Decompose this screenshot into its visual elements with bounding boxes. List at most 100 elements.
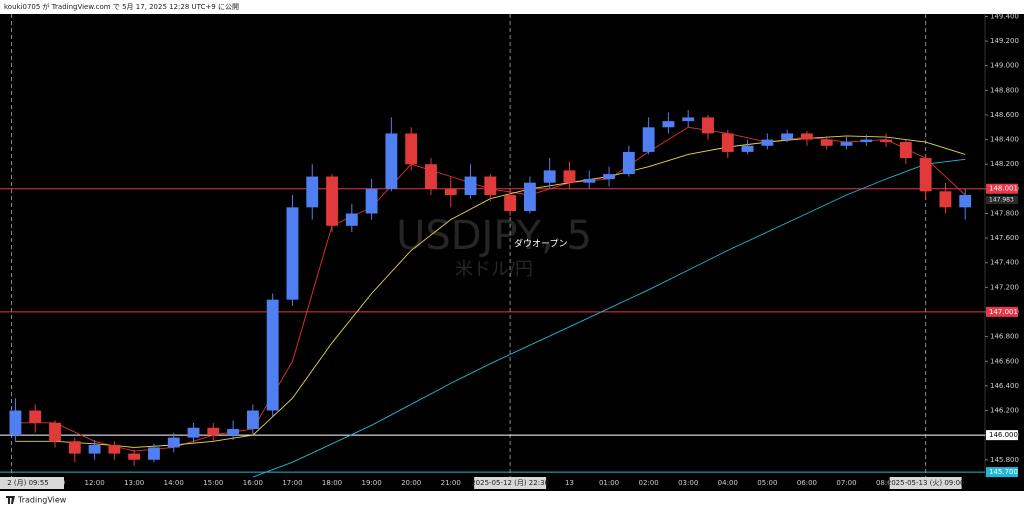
candle-body	[622, 151, 635, 175]
y-tick-label: 147.800	[990, 209, 1019, 217]
price-label-box	[986, 306, 1018, 317]
candle-body	[128, 453, 141, 460]
candle-body	[484, 176, 497, 196]
price-label-box	[986, 183, 1018, 194]
candle-body	[464, 176, 477, 196]
annotation: ダウオープン	[514, 238, 567, 250]
price-label-box	[986, 467, 1018, 478]
x-tick-label: 13	[565, 479, 574, 487]
candle-body	[9, 410, 22, 436]
y-tick-label: 146.400	[990, 382, 1019, 390]
x-tick-label: 21:00	[441, 479, 461, 487]
candle-body	[49, 422, 61, 442]
candle-body	[702, 117, 714, 134]
y-tick-label: 147.200	[990, 283, 1019, 291]
x-highlight-box	[474, 477, 547, 489]
candle-body	[266, 299, 279, 411]
candle-body	[365, 188, 378, 214]
footer-brand: TradingView	[17, 496, 67, 505]
x-tick-label: 19:00	[362, 479, 382, 487]
candle-body	[741, 145, 754, 152]
price-label: 147.001	[989, 308, 1018, 316]
candle-body	[662, 121, 675, 128]
candle-body	[781, 133, 794, 140]
y-tick-label: 148.600	[990, 111, 1019, 119]
y-tick-label: 145.800	[990, 456, 1019, 464]
y-tick-label: 146.600	[990, 357, 1019, 365]
candle-body	[405, 133, 418, 165]
candle-body	[68, 441, 81, 454]
candle-body	[543, 170, 556, 183]
price-label: 146.000	[989, 431, 1018, 439]
candle-body	[444, 188, 457, 196]
candle-body	[959, 195, 972, 208]
y-tick-label: 146.800	[990, 333, 1019, 341]
candle-body	[88, 444, 101, 454]
y-tick-label: 149.400	[990, 12, 1019, 20]
x-tick-label: 12:00	[84, 479, 104, 487]
x-tick-label: 03:00	[678, 479, 698, 487]
candle-body	[860, 139, 873, 143]
x-tick-label: 06:00	[797, 479, 817, 487]
current-price-box	[986, 195, 1018, 204]
candle-body	[899, 142, 912, 159]
candle-body	[108, 444, 121, 454]
x-tick-label: 07:00	[836, 479, 856, 487]
x-tick-label: 08:00	[876, 479, 896, 487]
candle-body	[148, 447, 160, 460]
price-label: 145.700	[989, 468, 1018, 476]
y-tick-label: 148.800	[990, 86, 1019, 94]
header-text: kouki0705 が TradingView.com で 5月 17, 202…	[4, 2, 239, 11]
x-highlight-box	[889, 477, 962, 489]
candle-body	[187, 427, 200, 438]
x-tick-label: 01:00	[599, 479, 619, 487]
candle-body	[820, 139, 833, 146]
x-highlight-label: 2025-05-13 (火) 09:00	[887, 479, 965, 487]
price-label-box	[986, 430, 1018, 441]
candle-body	[306, 176, 319, 208]
candle-body	[385, 133, 398, 189]
y-tick-label: 148.200	[990, 160, 1019, 168]
candle-body	[939, 191, 952, 208]
header-bar	[0, 0, 1024, 14]
x-tick-label: 13:00	[124, 479, 144, 487]
x-tick-label: 18:00	[322, 479, 342, 487]
candle-body	[504, 195, 517, 212]
x-tick-label: 05:00	[757, 479, 777, 487]
candle-body	[246, 410, 259, 429]
candle-body	[286, 207, 299, 300]
logo-icon	[6, 496, 15, 504]
y-tick-label: 149.200	[990, 37, 1019, 45]
current-price-label: 147.983	[989, 196, 1014, 203]
candle-body	[721, 133, 734, 152]
y-tick-label: 147.600	[990, 234, 1019, 242]
x-tick-label: 16:00	[243, 479, 263, 487]
y-tick-label: 146.200	[990, 407, 1019, 415]
watermark: USDJPY, 5	[396, 213, 592, 259]
y-tick-label: 148.400	[990, 136, 1019, 144]
candle-body	[919, 158, 932, 192]
candle-body	[425, 164, 437, 189]
watermark-sub: 米ドル/円	[455, 259, 533, 280]
x-tick-label: 20:00	[401, 479, 421, 487]
candle-body	[29, 410, 42, 423]
x-tick-label: 14:00	[164, 479, 184, 487]
candle-body	[682, 117, 695, 122]
y-tick-label: 147.400	[990, 259, 1019, 267]
x-tick-label: 17:00	[282, 479, 302, 487]
y-tick-label: 149.000	[990, 62, 1019, 70]
price-label: 148.001	[989, 185, 1018, 193]
candle-body	[167, 437, 180, 448]
candle-body	[642, 127, 655, 152]
candle-body	[840, 142, 853, 146]
x-tick-label: 02:00	[639, 479, 659, 487]
candle-body	[523, 182, 536, 212]
candle-body	[880, 139, 893, 143]
candle-body	[207, 427, 220, 436]
candle-body	[345, 213, 358, 226]
moving-average	[252, 158, 966, 478]
x-highlight-box	[0, 477, 64, 489]
x-tick-label: 04:00	[718, 479, 738, 487]
